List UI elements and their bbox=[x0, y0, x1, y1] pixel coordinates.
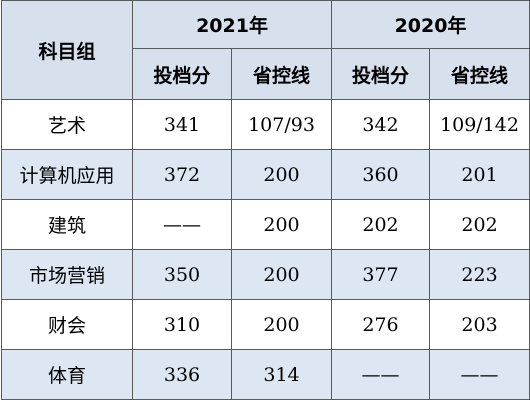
table-row: 计算机应用 372 200 360 201 bbox=[1, 149, 530, 200]
score-2020-cell: 276 bbox=[331, 299, 431, 350]
year-2020-header: 2020年 bbox=[331, 0, 530, 49]
line-2021-cell: 200 bbox=[230, 199, 333, 250]
score-2021-cell: 372 bbox=[132, 149, 232, 200]
subject-cell: 财会 bbox=[1, 299, 133, 350]
table-body: 艺术 341 107/93 342 109/142 计算机应用 372 200 … bbox=[1, 99, 530, 400]
subject-cell: 市场营销 bbox=[1, 249, 133, 300]
subject-cell: 建筑 bbox=[1, 199, 133, 250]
score-2020-cell: 342 bbox=[331, 99, 431, 150]
table-row: 体育 336 314 —— —— bbox=[1, 349, 530, 400]
score-2020-cell: 360 bbox=[331, 149, 431, 200]
line-2020-cell: 203 bbox=[429, 299, 530, 350]
subject-cell: 计算机应用 bbox=[1, 149, 133, 200]
score-2020-cell: —— bbox=[331, 349, 431, 400]
table-row: 财会 310 200 276 203 bbox=[1, 299, 530, 350]
line-2020-cell: 223 bbox=[429, 249, 530, 300]
subject-cell: 体育 bbox=[1, 349, 133, 400]
score-2020-cell: 377 bbox=[331, 249, 431, 300]
score-2020-cell: 202 bbox=[331, 199, 431, 250]
line-2021-cell: 314 bbox=[230, 349, 333, 400]
year-2021-header: 2021年 bbox=[131, 0, 333, 49]
subheader-score-2021: 投档分 bbox=[132, 48, 232, 100]
line-2020-cell: 201 bbox=[429, 149, 530, 200]
table-row: 艺术 341 107/93 342 109/142 bbox=[1, 99, 530, 150]
table-header: 科目组 2021年 2020年 投档分 省控线 投档分 省控线 bbox=[1, 0, 530, 100]
subject-group-header: 科目组 bbox=[1, 0, 133, 100]
score-2021-cell: 310 bbox=[132, 299, 232, 350]
line-2021-cell: 107/93 bbox=[230, 99, 333, 150]
line-2020-cell: 109/142 bbox=[429, 99, 530, 150]
line-2021-cell: 200 bbox=[230, 149, 333, 200]
subheader-line-2021: 省控线 bbox=[230, 48, 333, 100]
score-2021-cell: 341 bbox=[132, 99, 232, 150]
score-2021-cell: 350 bbox=[132, 249, 232, 300]
subheader-score-2020: 投档分 bbox=[331, 48, 431, 100]
line-2020-cell: 202 bbox=[429, 199, 530, 250]
score-2021-cell: 336 bbox=[132, 349, 232, 400]
subheader-line-2020: 省控线 bbox=[429, 48, 530, 100]
line-2020-cell: —— bbox=[429, 349, 530, 400]
line-2021-cell: 200 bbox=[230, 249, 333, 300]
score-2021-cell: —— bbox=[132, 199, 232, 250]
table-row: 市场营销 350 200 377 223 bbox=[1, 249, 530, 300]
line-2021-cell: 200 bbox=[230, 299, 333, 350]
table-row: 建筑 —— 200 202 202 bbox=[1, 199, 530, 250]
subject-cell: 艺术 bbox=[1, 99, 133, 150]
